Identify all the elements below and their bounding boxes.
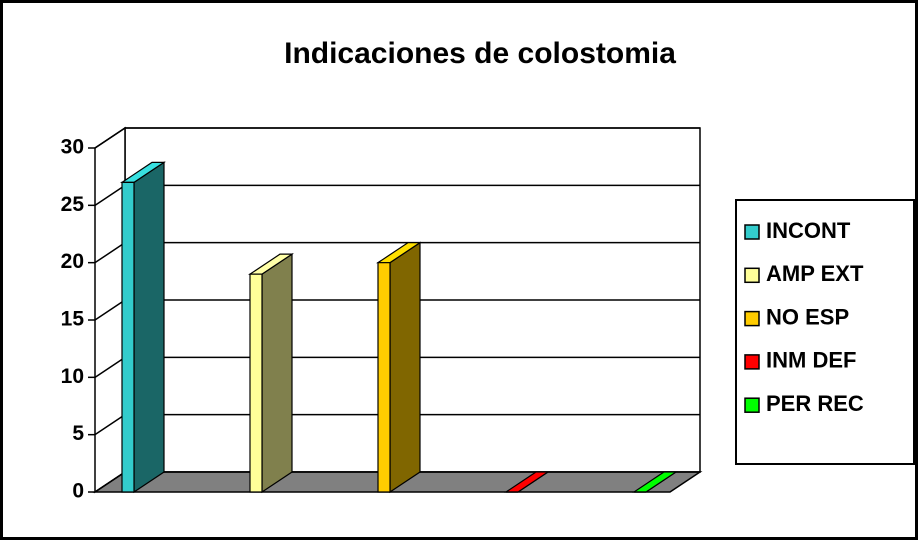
grid-line (94, 127, 700, 149)
y-tick-label: 25 (61, 193, 85, 216)
legend-swatch (744, 267, 760, 284)
y-tick-label: 5 (72, 422, 84, 445)
bar (376, 241, 422, 494)
legend-swatch (744, 224, 760, 240)
y-tick-label: 20 (61, 250, 84, 273)
bar-side (389, 241, 421, 494)
bar-side (133, 161, 165, 494)
bar-front (121, 181, 135, 493)
bar-front (377, 262, 391, 493)
legend-label: NO ESP (766, 304, 849, 329)
legend-label: INM DEF (766, 348, 856, 373)
y-tick-label: 30 (61, 136, 84, 159)
legend-swatch (744, 310, 760, 327)
legend-label: INCONT (766, 218, 851, 243)
bar (120, 161, 166, 494)
bar (248, 253, 294, 494)
legend-label: PER REC (766, 391, 864, 416)
legend-label: AMP EXT (766, 261, 864, 286)
chart-title: Indicaciones de colostomia (284, 37, 676, 70)
bar (504, 471, 550, 493)
legend (735, 199, 915, 465)
bar-side (261, 253, 293, 494)
y-tick-label: 0 (72, 480, 84, 503)
bar (632, 471, 678, 493)
legend-swatch (744, 354, 760, 370)
y-tick-label: 15 (61, 308, 85, 331)
bar-front (249, 273, 263, 493)
legend-swatch (744, 397, 760, 413)
y-tick-label: 10 (61, 365, 84, 388)
